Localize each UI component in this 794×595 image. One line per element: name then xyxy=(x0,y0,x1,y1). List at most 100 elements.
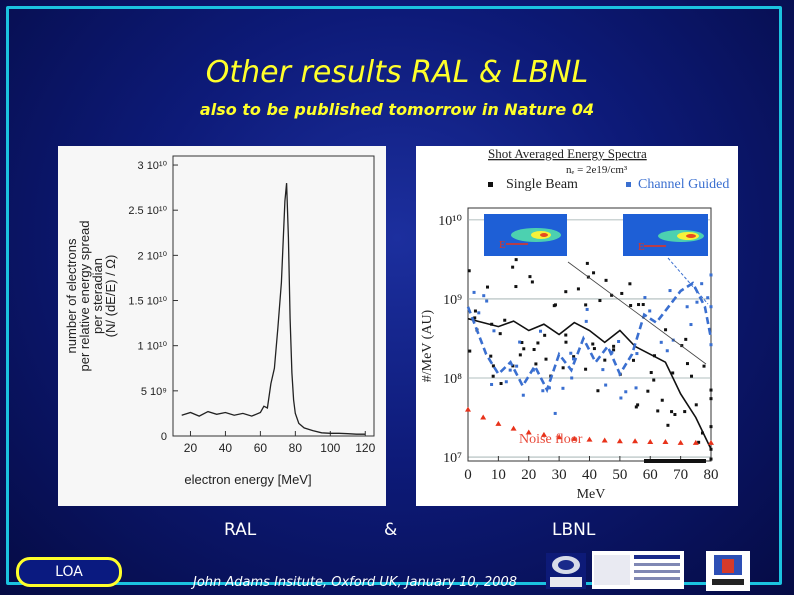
lbnl-chart-title: Shot Averaged Energy Spectra xyxy=(488,146,647,161)
single-beam-inset-image xyxy=(484,214,567,256)
single-beam-shot-point xyxy=(536,341,540,345)
ral-y-label-line: number of electrons xyxy=(64,238,79,353)
single-beam-shot-point xyxy=(671,371,675,375)
single-beam-shot-point xyxy=(694,403,698,407)
channel-guided-shot-point xyxy=(689,323,693,327)
lbnl-y-tick-label: 10⁷ xyxy=(443,451,462,466)
single-beam-inset-marker: E xyxy=(499,239,506,251)
channel-guided-shot-point xyxy=(585,307,589,311)
single-beam-shot-point xyxy=(631,358,635,362)
ral-y-tick-label: 3 10¹⁰ xyxy=(138,160,168,172)
single-beam-shot-point xyxy=(592,271,596,275)
single-beam-shot-point xyxy=(591,342,595,346)
single-beam-shot-point xyxy=(511,265,515,269)
channel-guided-shot-point xyxy=(709,343,713,347)
single-beam-shot-point xyxy=(584,367,588,371)
single-beam-shot-point xyxy=(670,410,674,414)
single-beam-shot-point xyxy=(612,348,616,352)
ral-y-ticks: 0 5 10⁹ 1 10¹⁰ 1.5 10¹⁰ 2 10¹⁰ 2.5 10¹⁰ 3 10¹⁰ xyxy=(128,160,178,443)
noise-floor-point xyxy=(540,431,547,437)
single-beam-shot-point xyxy=(530,280,534,284)
single-beam-shot-point xyxy=(518,353,522,357)
ral-spectrum-line xyxy=(181,183,366,435)
loa-badge: LOA xyxy=(16,557,122,587)
single-beam-shot-point xyxy=(646,389,650,393)
ral-y-label-line: per relative energy spread xyxy=(77,220,92,371)
ral-label: RAL xyxy=(224,520,257,540)
single-beam-shot-point xyxy=(697,440,701,444)
lbnl-chart: Shot Averaged Energy Spectra nₑ = 2e19/c… xyxy=(420,146,729,502)
noise-floor-point xyxy=(465,406,471,412)
single-beam-shot-point xyxy=(514,258,518,262)
channel-guided-shot-point xyxy=(700,282,704,286)
single-beam-shot-point xyxy=(620,291,624,295)
single-beam-shot-point xyxy=(564,290,568,294)
channel-guided-shot-point xyxy=(492,329,496,333)
ral-x-ticks: 20 40 60 80 100 120 xyxy=(184,431,376,455)
channel-guided-shot-point xyxy=(508,368,512,372)
lbnl-y-tick-label: 10¹⁰ xyxy=(438,214,462,229)
single-beam-legend-marker xyxy=(488,182,493,187)
ral-y-tick-label: 0 xyxy=(161,431,167,443)
channel-guided-shot-point xyxy=(477,311,481,315)
channel-guided-shot-point xyxy=(547,386,551,390)
single-beam-shot-point xyxy=(511,364,515,368)
single-beam-shot-point xyxy=(709,457,713,461)
channel-guided-shot-point xyxy=(695,300,699,304)
lbnl-scatter-points xyxy=(467,258,713,461)
single-beam-shot-point xyxy=(683,410,687,414)
single-beam-shot-point xyxy=(656,409,660,413)
single-beam-shot-point xyxy=(690,374,694,378)
single-beam-shot-point xyxy=(585,261,589,265)
slide-title: Other results RAL & LBNL xyxy=(205,55,589,90)
single-beam-shot-point xyxy=(528,275,532,279)
lbnl-y-tick-label: 10⁹ xyxy=(443,293,462,308)
single-beam-shot-point xyxy=(660,398,664,402)
single-beam-shot-point xyxy=(499,382,503,386)
rnsta-logo xyxy=(546,553,586,589)
lbnl-x-tick-label: 10 xyxy=(491,467,506,483)
single-beam-shot-point xyxy=(491,374,495,378)
noise-floor-point xyxy=(662,439,669,445)
ecole-polytechnique-logo xyxy=(706,551,750,591)
channel-guided-shot-point xyxy=(665,349,669,353)
single-beam-shot-point xyxy=(520,341,524,345)
ral-y-label-line: (N/ (dE/E) / Ω) xyxy=(103,255,118,338)
footer-text: John Adams Insitute, Oxford UK, January … xyxy=(193,575,518,590)
ral-x-tick-label: 120 xyxy=(355,441,375,455)
lbnl-chart-panel: Shot Averaged Energy Spectra nₑ = 2e19/c… xyxy=(416,146,738,506)
noise-floor-point xyxy=(708,439,714,445)
ral-y-tick-label: 2 10¹⁰ xyxy=(138,250,168,262)
ral-x-tick-label: 80 xyxy=(289,441,303,455)
channel-guided-inset-marker: E xyxy=(638,241,645,253)
ral-chart-panel: number of electrons per relative energy s… xyxy=(58,146,386,506)
single-beam-shot-point xyxy=(709,447,713,451)
channel-guided-shot-point xyxy=(643,296,647,300)
channel-guided-shot-point xyxy=(570,376,574,380)
channel-guided-shot-point xyxy=(709,305,713,309)
single-beam-shot-point xyxy=(680,344,684,348)
single-beam-shot-point xyxy=(584,303,588,307)
single-beam-shot-point xyxy=(685,362,689,366)
cnrs-logo xyxy=(592,551,684,589)
lbnl-label: LBNL xyxy=(552,520,596,540)
single-beam-shot-point xyxy=(544,357,548,361)
ral-plot-frame xyxy=(172,155,375,437)
noise-floor-label: Noise floor xyxy=(519,432,583,447)
single-beam-shot-point xyxy=(649,371,653,375)
lbnl-x-tick-label: 30 xyxy=(552,467,567,483)
single-beam-shot-point xyxy=(564,333,568,337)
noise-floor-point xyxy=(601,437,608,443)
single-beam-shot-point xyxy=(628,282,632,286)
ral-y-tick-label: 1 10¹⁰ xyxy=(138,341,168,353)
ral-x-axis-label: electron energy [MeV] xyxy=(184,472,311,487)
channel-guided-shot-point xyxy=(490,382,494,386)
channel-guided-shot-point xyxy=(569,351,573,355)
single-beam-shot-point xyxy=(684,337,688,341)
noise-floor-point xyxy=(616,438,623,444)
legend-channel-guided: Channel Guided xyxy=(638,177,729,192)
noise-floor-point xyxy=(480,414,487,420)
channel-guided-shot-point xyxy=(706,296,710,300)
lbnl-y-axis-label: #/MeV (AU) xyxy=(420,309,435,382)
single-beam-shot-point xyxy=(522,347,526,351)
